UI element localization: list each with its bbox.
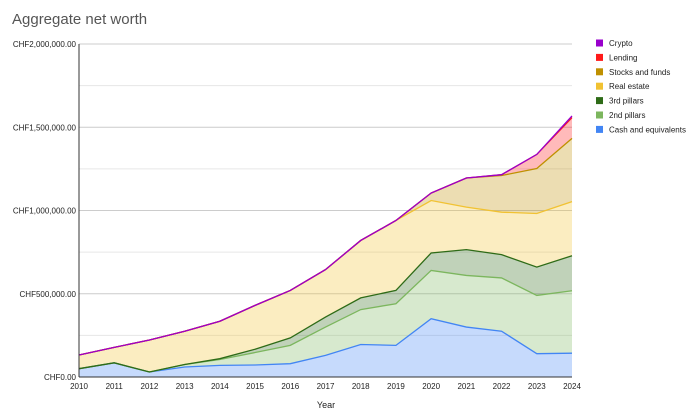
x-tick-label: 2015 <box>246 382 264 391</box>
legend-item-2nd-pillars[interactable]: 2nd pillars <box>596 111 645 120</box>
legend-item-stocks-and-funds[interactable]: Stocks and funds <box>596 68 670 77</box>
stacked-areas <box>79 115 572 377</box>
series-lines <box>78 115 573 373</box>
legend-swatch <box>596 97 603 105</box>
legend-label: Cash and equivalents <box>609 125 686 134</box>
x-tick-label: 2022 <box>493 382 511 391</box>
x-tick-label: 2018 <box>352 382 370 391</box>
area-real-estate <box>79 200 572 373</box>
legend-item-crypto[interactable]: Crypto <box>596 39 633 48</box>
legend[interactable]: Crypto Lending Stocks and funds Real estate… <box>596 39 686 134</box>
legend-item-real-estate[interactable]: Real estate <box>596 82 650 91</box>
y-tick-label: CHF0.00 <box>44 373 77 382</box>
x-tick-label: 2016 <box>281 382 299 391</box>
legend-label: 3rd pillars <box>609 97 644 106</box>
x-tick-label: 2021 <box>457 382 475 391</box>
line-crypto <box>78 115 573 356</box>
x-tick-label: 2013 <box>176 382 194 391</box>
legend-label: Stocks and funds <box>609 68 670 77</box>
legend-swatch <box>596 53 603 61</box>
x-tick-label: 2023 <box>528 382 546 391</box>
legend-item-lending[interactable]: Lending <box>596 53 637 62</box>
area-2nd-pillars <box>79 270 572 373</box>
chart-title: Aggregate net worth <box>12 11 147 28</box>
legend-swatch <box>596 39 603 47</box>
legend-label: Crypto <box>609 39 633 48</box>
area-cash-and-equivalents <box>79 318 572 377</box>
area-stocks-and-funds <box>79 138 572 356</box>
legend-item-3rd-pillars[interactable]: 3rd pillars <box>596 97 644 106</box>
x-tick-label: 2010 <box>70 382 88 391</box>
x-tick-label: 2017 <box>317 382 335 391</box>
y-tick-label: CHF2,000,000.00 <box>13 40 77 49</box>
legend-label: Real estate <box>609 82 650 91</box>
x-tick-label: 2020 <box>422 382 440 391</box>
legend-item-cash-and-equivalents[interactable]: Cash and equivalents <box>596 125 686 134</box>
legend-swatch <box>596 68 603 76</box>
y-tick-label: CHF1,500,000.00 <box>13 123 77 132</box>
x-tick-label: 2012 <box>141 382 159 391</box>
legend-swatch <box>596 125 603 133</box>
legend-label: 2nd pillars <box>609 111 645 120</box>
x-tick-label: 2019 <box>387 382 405 391</box>
y-tick-label: CHF500,000.00 <box>20 290 77 299</box>
line-cash-and-equivalents <box>78 318 573 373</box>
legend-swatch <box>596 82 603 90</box>
line-3rd-pillars <box>78 248 573 373</box>
y-tick-label: CHF1,000,000.00 <box>13 207 77 216</box>
x-tick-label: 2024 <box>563 382 581 391</box>
x-tick-label: 2014 <box>211 382 229 391</box>
axes: CHF0.00 CHF500,000.00 CHF1,000,000.00 CHF1,… <box>13 40 582 391</box>
x-axis-title: Year <box>317 400 335 410</box>
x-tick-label: 2011 <box>106 382 124 391</box>
legend-swatch <box>596 111 603 119</box>
legend-label: Lending <box>609 53 637 62</box>
grid <box>79 43 572 378</box>
